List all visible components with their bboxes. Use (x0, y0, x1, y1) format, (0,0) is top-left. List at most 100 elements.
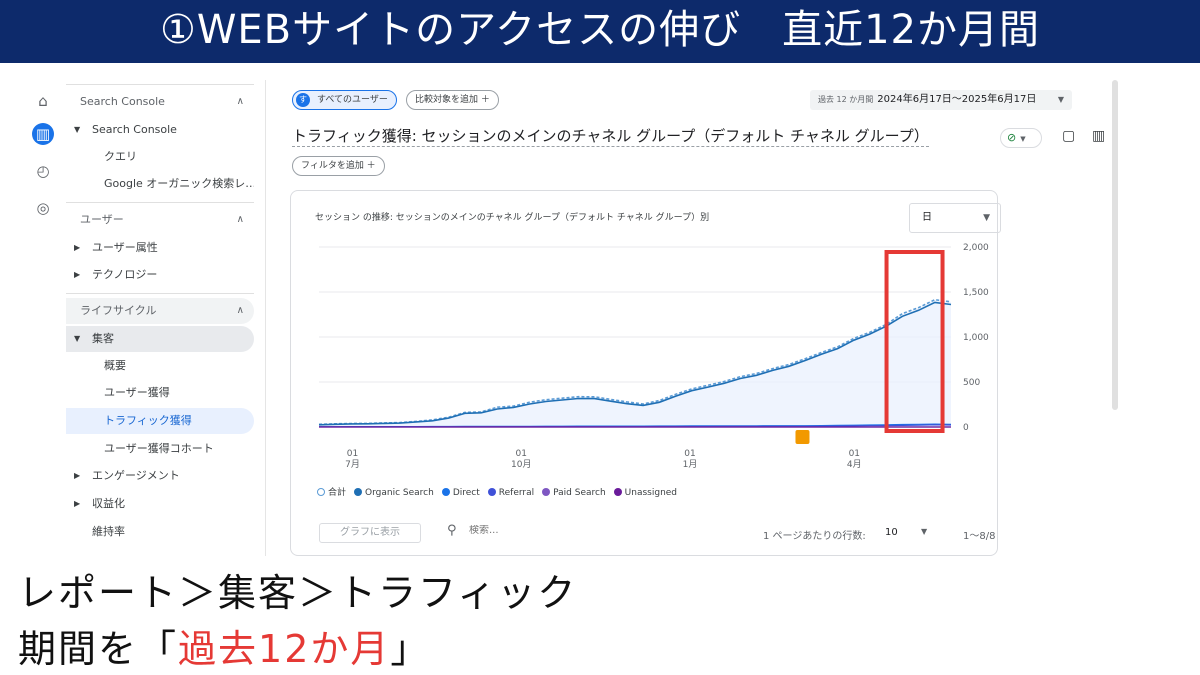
legend-item[interactable]: Referral (487, 488, 535, 498)
caret-down-icon: ▼ (74, 125, 81, 134)
all-users-chip[interactable]: すすべてのユーザー (292, 90, 397, 110)
legend-dot-icon (542, 488, 551, 496)
date-range-value: 2024年6月17日〜2025年6月17日 (877, 94, 1037, 105)
status-check-button[interactable]: ⊘ ▼ (1000, 128, 1042, 148)
x-tick-month: 4月 (847, 459, 862, 470)
nav-item-label: 集客 (92, 332, 114, 345)
chart-card: セッション の推移: セッションのメインのチャネル グループ（デフォルト チャネ… (290, 190, 1001, 556)
caption-suffix: 」 (390, 627, 431, 671)
caption-line2: 期間を「過去12か月」 (18, 618, 430, 673)
nav-section-label: Search Console (80, 95, 165, 108)
nav-item-label: ユーザー属性 (92, 241, 158, 254)
dropdown-caret-icon: ▼ (983, 213, 990, 223)
ga-screenshot: ⌂ ▥ ◴ ◎ Search Console ∧ ▼ Search Console … (20, 80, 1118, 556)
nav-item-google-organic[interactable]: Google オーガニック検索レ… (66, 171, 254, 197)
show-graph-button[interactable]: グラフに表示 (319, 523, 421, 543)
nav-item-label: エンゲージメント (92, 469, 180, 482)
nav-item-monetization[interactable]: ▶ 収益化 (66, 491, 254, 517)
rows-per-page-label: 1 ページあたりの行数: (763, 531, 866, 542)
legend-label: Organic Search (365, 488, 434, 498)
caption-prefix: 期間を「 (18, 627, 179, 671)
nav-item-label: Google オーガニック検索レ… (104, 177, 254, 190)
x-tick-day: 01 (684, 449, 695, 459)
nav-item-query[interactable]: クエリ (66, 144, 254, 170)
nav-item-label: 概要 (104, 359, 126, 372)
nav-section-label: ライフサイクル (80, 304, 157, 317)
legend-item[interactable]: 合計 (317, 485, 346, 498)
nav-section-lifecycle[interactable]: ライフサイクル ∧ (66, 298, 254, 324)
x-tick-month: 1月 (683, 459, 698, 470)
customize-icon[interactable]: ▥ (1092, 128, 1106, 144)
add-compare-button[interactable]: 比較対象を追加 ＋ (406, 90, 499, 110)
search-input[interactable] (469, 525, 669, 536)
explore-icon[interactable]: ◴ (36, 162, 50, 180)
nav-item-technology[interactable]: ▶ テクノロジー (66, 262, 254, 288)
legend-item[interactable]: Organic Search (354, 488, 434, 498)
nav-divider (66, 202, 254, 203)
date-range-label: 過去 12 か月間 (818, 95, 874, 104)
nav-item-label: トラフィック獲得 (104, 414, 192, 427)
chart-title: セッション の推移: セッションのメインのチャネル グループ（デフォルト チャネ… (315, 213, 710, 223)
nav-item-user-cohort[interactable]: ユーザー獲得コホート (66, 436, 254, 462)
x-tick-day: 01 (347, 449, 358, 459)
chevron-up-icon: ∧ (236, 96, 244, 107)
date-range-picker[interactable]: 過去 12 か月間 2024年6月17日〜2025年6月17日 ▼ (810, 90, 1072, 110)
nav-divider (66, 293, 254, 294)
nav-item-engagement[interactable]: ▶ エンゲージメント (66, 463, 254, 489)
nav-item-acquisition[interactable]: ▼ 集客 (66, 326, 254, 352)
nav-item-retention[interactable]: 維持率 (66, 519, 254, 545)
add-filter-button[interactable]: フィルタを追加 ＋ (292, 156, 385, 176)
y-tick-label: 1,000 (963, 333, 989, 343)
check-circle-icon: ⊘ (1007, 131, 1017, 144)
x-tick-day: 01 (516, 449, 527, 459)
page-title[interactable]: トラフィック獲得: セッションのメインのチャネル グループ（デフォルト チャネル… (292, 127, 929, 147)
chevron-up-icon: ∧ (236, 305, 244, 316)
dropdown-caret-icon: ▼ (1057, 95, 1064, 104)
caret-right-icon: ▶ (74, 270, 81, 279)
legend-label: Paid Search (553, 488, 606, 498)
legend-item[interactable]: Unassigned (613, 488, 677, 498)
rows-per-page-select[interactable]: 10 (885, 527, 898, 538)
caption-line1: レポート＞集客＞トラフィック (18, 571, 578, 615)
nav-item-label: ユーザー獲得 (104, 386, 170, 399)
nav-item-user-attributes[interactable]: ▶ ユーザー属性 (66, 235, 254, 261)
search-icon: ⚲ (447, 523, 457, 538)
legend-dot-icon (441, 488, 450, 496)
nav-item-user-acquisition[interactable]: ユーザー獲得 (66, 380, 254, 406)
x-tick-month: 10月 (511, 459, 531, 470)
nav-item-label: ユーザー獲得コホート (104, 442, 214, 455)
reports-icon[interactable]: ▥ (32, 123, 54, 145)
pagination-range: 1〜8/8 (963, 531, 996, 542)
legend-dot-icon (317, 488, 325, 496)
nav-section-user[interactable]: ユーザー ∧ (66, 207, 254, 233)
granularity-select[interactable]: 日 ▼ (909, 203, 1001, 233)
advertising-icon[interactable]: ◎ (36, 199, 50, 217)
y-tick-label: 2,000 (963, 243, 989, 253)
legend-dot-icon (354, 488, 363, 496)
legend-label: 合計 (328, 488, 347, 498)
nav-item-search-console[interactable]: ▼ Search Console (66, 117, 254, 143)
y-tick-label: 1,500 (963, 288, 989, 298)
home-icon[interactable]: ⌂ (38, 92, 48, 110)
scrollbar[interactable] (1112, 80, 1118, 410)
edit-report-icon[interactable]: ▢ (1062, 128, 1076, 144)
legend-label: Referral (498, 488, 535, 498)
nav-section-search-console[interactable]: Search Console ∧ (66, 89, 254, 115)
legend-dot-icon (613, 488, 622, 496)
nav-item-label: Search Console (92, 123, 177, 136)
annotation-marker-icon (795, 430, 810, 444)
legend-item[interactable]: Paid Search (542, 488, 606, 498)
nav-item-overview[interactable]: 概要 (66, 353, 254, 379)
total-area (319, 299, 951, 427)
caret-down-icon: ▼ (74, 334, 81, 343)
legend-item[interactable]: Direct (441, 488, 480, 498)
highlight-box (884, 250, 945, 433)
dropdown-caret-icon[interactable]: ▼ (921, 527, 928, 536)
nav-item-label: 収益化 (92, 497, 125, 510)
x-tick-month: 7月 (345, 459, 360, 470)
chevron-up-icon: ∧ (236, 214, 244, 225)
caption-highlight: 過去12か月 (178, 627, 391, 671)
nav-item-traffic-acquisition[interactable]: トラフィック獲得 (66, 408, 254, 434)
x-tick-day: 01 (849, 449, 860, 459)
